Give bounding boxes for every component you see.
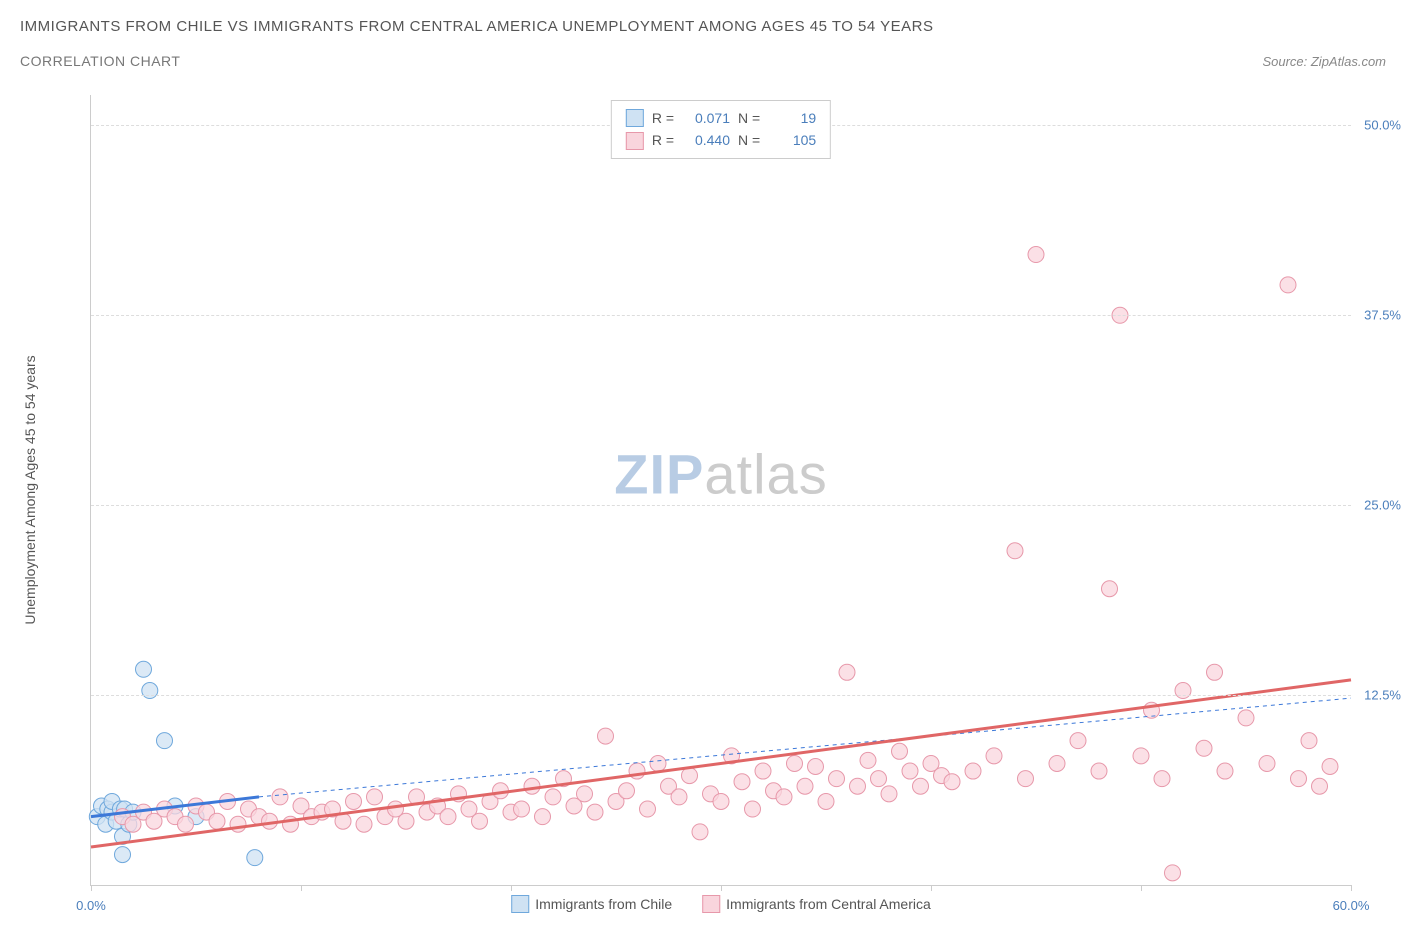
y-axis-label: Unemployment Among Ages 45 to 54 years — [22, 355, 38, 624]
y-tick-label: 50.0% — [1356, 118, 1401, 133]
chart-container: Unemployment Among Ages 45 to 54 years Z… — [60, 95, 1380, 885]
n-value: 105 — [768, 129, 816, 151]
legend-swatch — [626, 109, 644, 127]
y-tick-label: 37.5% — [1356, 308, 1401, 323]
scatter-plot — [91, 95, 1351, 885]
r-value: 0.071 — [682, 107, 730, 129]
legend-stats: R = 0.071 N = 19 R = 0.440 N = 105 — [611, 100, 831, 159]
legend-series-item: Immigrants from Central America — [702, 895, 931, 913]
legend-series: Immigrants from Chile Immigrants from Cen… — [511, 895, 931, 913]
legend-swatch — [626, 132, 644, 150]
chart-subtitle: CORRELATION CHART — [20, 53, 180, 69]
x-tick-label: 60.0% — [1333, 898, 1370, 913]
x-tick-mark — [721, 885, 722, 891]
x-tick-mark — [1351, 885, 1352, 891]
x-tick-label: 0.0% — [76, 898, 106, 913]
y-tick-label: 12.5% — [1356, 688, 1401, 703]
chart-title: IMMIGRANTS FROM CHILE VS IMMIGRANTS FROM… — [20, 18, 1386, 35]
legend-series-label: Immigrants from Central America — [726, 896, 931, 912]
n-label: N = — [738, 107, 760, 129]
x-tick-mark — [301, 885, 302, 891]
r-value: 0.440 — [682, 129, 730, 151]
legend-stat-row: R = 0.440 N = 105 — [626, 129, 816, 151]
legend-swatch — [511, 895, 529, 913]
x-tick-mark — [91, 885, 92, 891]
plot-area: ZIPatlas R =0.071N =19R =0.440N =105 Imm… — [90, 95, 1351, 886]
n-value: 19 — [768, 107, 816, 129]
y-tick-label: 25.0% — [1356, 498, 1401, 513]
r-label: R = — [652, 129, 674, 151]
x-tick-mark — [931, 885, 932, 891]
legend-series-label: Immigrants from Chile — [535, 896, 672, 912]
r-label: R = — [652, 107, 674, 129]
legend-stat-row: R = 0.071 N = 19 — [626, 107, 816, 129]
gridline — [91, 315, 1351, 316]
gridline — [91, 695, 1351, 696]
n-label: N = — [738, 129, 760, 151]
legend-series-item: Immigrants from Chile — [511, 895, 672, 913]
gridline — [91, 505, 1351, 506]
x-tick-mark — [1141, 885, 1142, 891]
x-tick-mark — [511, 885, 512, 891]
legend-swatch — [702, 895, 720, 913]
source-label: Source: ZipAtlas.com — [1262, 54, 1386, 69]
